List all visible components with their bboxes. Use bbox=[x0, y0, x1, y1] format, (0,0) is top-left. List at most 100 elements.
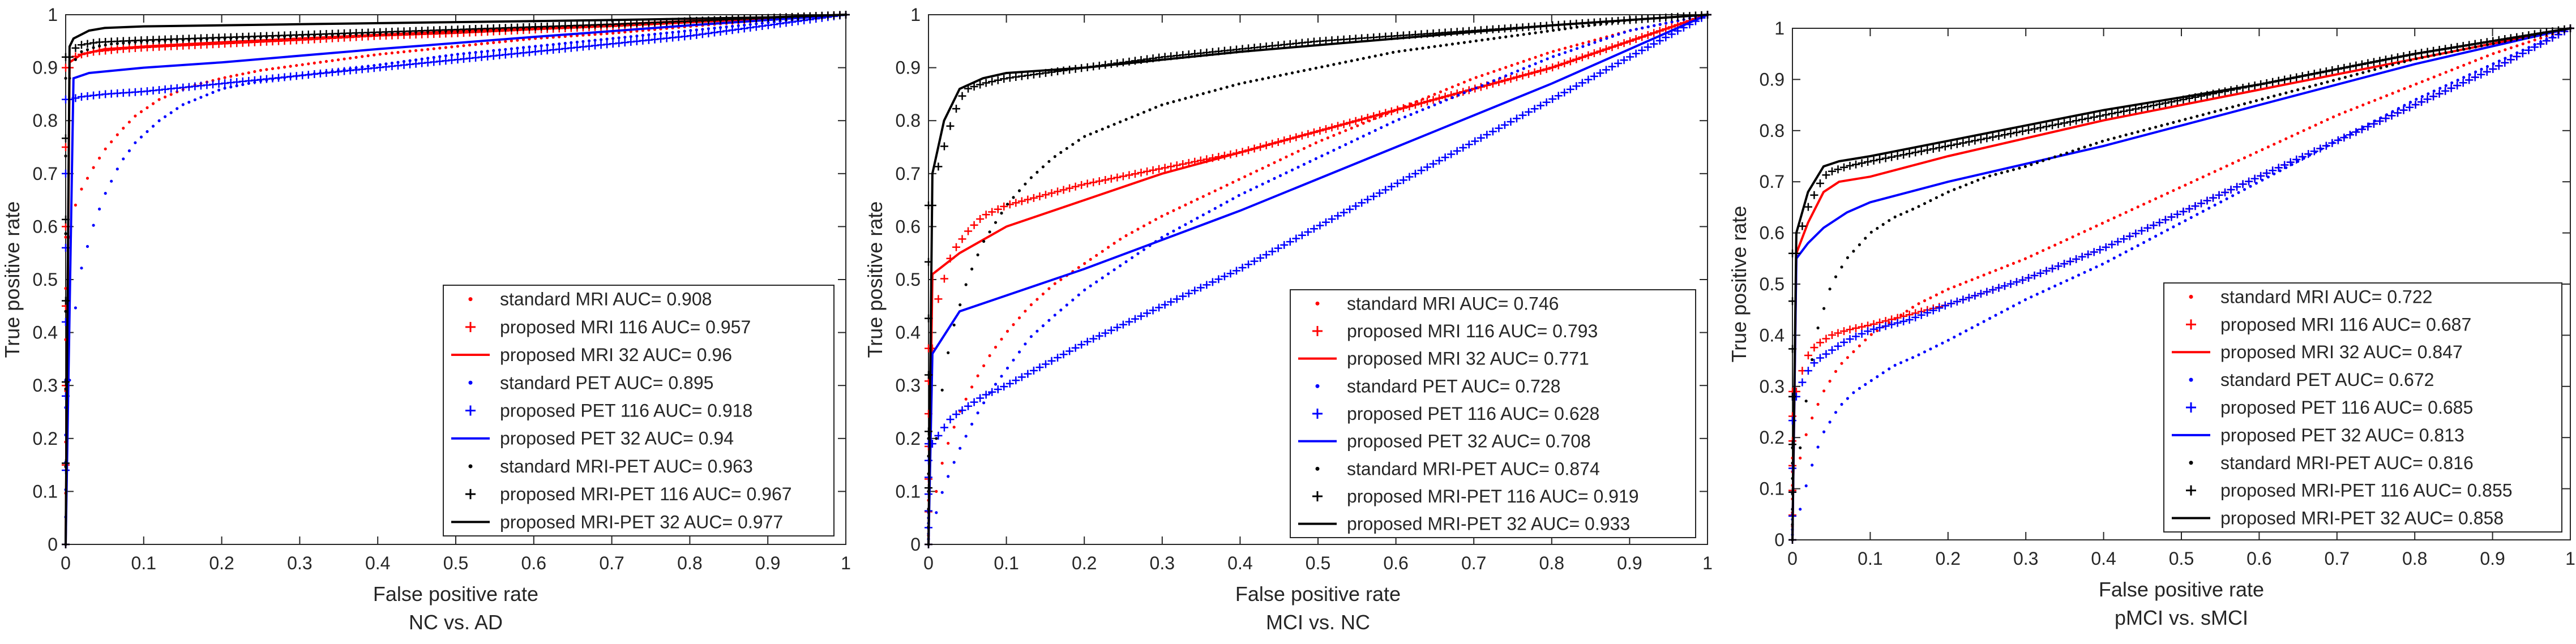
data-point bbox=[1363, 195, 1372, 204]
data-point bbox=[2225, 107, 2228, 110]
legend-label: proposed PET 32 AUC= 0.708 bbox=[1347, 431, 1591, 452]
data-point bbox=[2427, 92, 2430, 96]
data-point bbox=[1370, 192, 1378, 200]
data-point bbox=[976, 394, 985, 402]
data-point bbox=[2000, 171, 2004, 174]
data-point bbox=[964, 227, 973, 235]
data-point bbox=[2355, 72, 2359, 76]
data-point bbox=[1421, 46, 1424, 50]
data-point bbox=[1189, 95, 1193, 98]
data-point bbox=[1929, 199, 1932, 203]
series-3 bbox=[927, 14, 1708, 545]
data-point bbox=[92, 46, 95, 49]
legend-dot-marker bbox=[468, 297, 473, 302]
series-line bbox=[65, 14, 846, 545]
y-tick-label: 0.7 bbox=[1760, 171, 1785, 192]
data-point bbox=[1059, 350, 1068, 359]
data-point bbox=[1840, 362, 1843, 365]
data-point bbox=[2262, 169, 2271, 178]
data-point bbox=[1326, 64, 1329, 67]
data-point bbox=[1869, 333, 1873, 336]
data-point bbox=[1899, 317, 1908, 325]
data-point bbox=[1459, 143, 1467, 152]
data-point bbox=[2497, 50, 2501, 53]
data-point bbox=[1641, 26, 1644, 30]
data-point bbox=[1983, 287, 1991, 296]
data-point bbox=[1522, 33, 1525, 36]
data-point bbox=[1089, 178, 1098, 187]
data-point bbox=[1970, 326, 1974, 329]
data-point bbox=[1810, 344, 1818, 352]
data-point bbox=[2391, 92, 2394, 95]
data-point bbox=[2444, 71, 2447, 74]
y-tick-label: 0.8 bbox=[896, 110, 921, 131]
data-point bbox=[1626, 53, 1634, 61]
data-point bbox=[1858, 387, 1861, 390]
data-point bbox=[2480, 67, 2483, 71]
data-point bbox=[1563, 46, 1567, 50]
data-point bbox=[295, 64, 298, 67]
data-point bbox=[2083, 271, 2086, 274]
data-point bbox=[2350, 74, 2353, 78]
data-point bbox=[1982, 273, 1986, 277]
data-point bbox=[2018, 301, 2021, 304]
legend-dot-marker bbox=[468, 464, 473, 469]
data-point bbox=[2006, 264, 2009, 268]
data-point bbox=[2148, 127, 2151, 130]
data-point bbox=[1107, 272, 1110, 276]
data-point bbox=[1308, 144, 1312, 147]
data-point bbox=[2155, 218, 2164, 227]
data-point bbox=[1572, 82, 1581, 91]
data-point bbox=[2136, 205, 2139, 209]
data-point bbox=[1113, 173, 1122, 182]
data-point bbox=[164, 95, 167, 98]
data-point bbox=[2132, 229, 2140, 238]
x-tick-label: 0.6 bbox=[521, 553, 546, 573]
legend: standard MRI AUC= 0.722 proposed MRI 116 … bbox=[2163, 282, 2562, 533]
legend-label: proposed PET 32 AUC= 0.94 bbox=[500, 428, 734, 449]
data-point bbox=[2302, 129, 2305, 132]
data-point bbox=[1584, 75, 1593, 84]
x-tick-label: 0.4 bbox=[365, 553, 390, 573]
data-point bbox=[1569, 49, 1573, 52]
data-point bbox=[1988, 174, 1992, 178]
data-point bbox=[1433, 103, 1436, 106]
data-point bbox=[2261, 148, 2264, 151]
data-point bbox=[958, 235, 966, 243]
data-point bbox=[1334, 212, 1342, 220]
data-point bbox=[1804, 351, 1812, 360]
data-point bbox=[2154, 234, 2158, 238]
data-point bbox=[982, 211, 990, 219]
data-point bbox=[1119, 120, 1122, 123]
data-point bbox=[1296, 149, 1300, 153]
data-point bbox=[1864, 383, 1867, 387]
data-point bbox=[1005, 74, 1014, 82]
legend-label: proposed MRI-PET 32 AUC= 0.858 bbox=[2220, 508, 2504, 529]
data-point bbox=[1557, 28, 1561, 31]
data-point bbox=[1356, 124, 1359, 127]
data-point bbox=[2108, 109, 2116, 118]
data-point bbox=[1155, 165, 1163, 173]
data-point bbox=[1822, 307, 1826, 310]
y-tick-label: 0.7 bbox=[33, 164, 58, 184]
data-point bbox=[1828, 380, 1832, 383]
data-point bbox=[450, 53, 453, 57]
data-point bbox=[1834, 275, 1838, 278]
data-point bbox=[2166, 122, 2170, 126]
data-point bbox=[1340, 208, 1348, 217]
data-point bbox=[2320, 121, 2323, 124]
data-point bbox=[970, 398, 978, 406]
data-point bbox=[1302, 69, 1306, 72]
y-tick-label: 0.6 bbox=[896, 216, 921, 237]
data-point bbox=[456, 53, 460, 56]
data-point bbox=[1462, 80, 1466, 84]
data-point bbox=[480, 50, 483, 54]
data-point bbox=[1822, 350, 1830, 358]
data-point bbox=[1196, 93, 1199, 97]
data-point bbox=[2071, 149, 2074, 153]
data-point bbox=[2124, 133, 2128, 136]
data-point bbox=[2036, 269, 2045, 277]
data-point bbox=[1946, 190, 1950, 194]
data-point bbox=[1590, 72, 1598, 80]
data-point bbox=[725, 25, 728, 29]
